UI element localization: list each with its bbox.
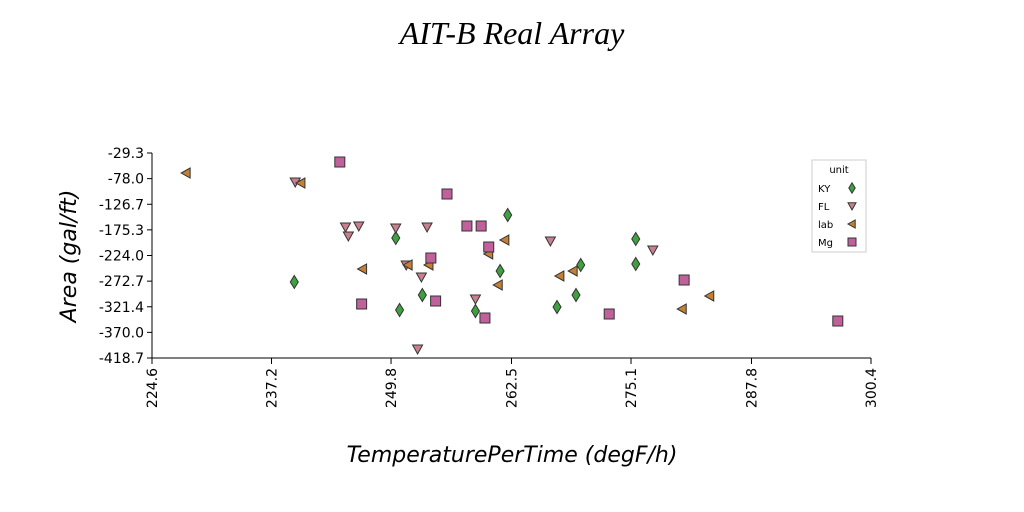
point — [631, 256, 641, 272]
point — [576, 257, 586, 273]
point — [289, 274, 299, 290]
point — [415, 272, 428, 284]
point — [832, 315, 844, 327]
chart-title: AIT-B Real Array — [398, 15, 625, 51]
legend-title: unit — [829, 165, 848, 176]
point — [356, 298, 368, 310]
point — [411, 344, 424, 356]
x-tick-label: 275.1 — [624, 368, 640, 408]
point — [646, 245, 659, 257]
point — [676, 303, 687, 315]
y-tick-label: -418.7 — [99, 351, 144, 367]
point — [552, 299, 562, 315]
point — [402, 259, 413, 271]
y-tick-label: -272.7 — [99, 274, 144, 290]
point — [703, 290, 715, 302]
point — [492, 279, 503, 291]
point — [334, 156, 346, 168]
legend-label: lab — [818, 220, 833, 231]
point — [479, 312, 491, 324]
point — [352, 221, 365, 233]
legend-marker — [847, 202, 857, 212]
point — [567, 265, 578, 277]
point — [498, 234, 510, 246]
legend-box — [811, 159, 867, 253]
x-tick-label: 224.6 — [145, 368, 161, 408]
x-tick-label: 300.4 — [864, 368, 880, 408]
point — [544, 236, 557, 247]
point — [678, 274, 690, 286]
point — [421, 222, 433, 233]
legend-marker — [847, 237, 857, 247]
point — [475, 220, 487, 232]
point — [339, 222, 352, 233]
x-tick-label: 262.5 — [505, 368, 521, 408]
point — [294, 177, 306, 189]
x-tick-label: 237.2 — [265, 368, 281, 408]
y-tick-label: -78.0 — [108, 172, 144, 188]
y-tick-label: -370.0 — [99, 325, 144, 341]
y-tick-label: -224.0 — [99, 249, 144, 265]
point — [553, 270, 565, 282]
point — [461, 220, 473, 232]
legend-label: FL — [818, 202, 830, 213]
point — [180, 167, 191, 179]
legend-marker — [846, 219, 856, 229]
point — [389, 223, 402, 235]
point — [469, 294, 482, 306]
legend-label: Mg — [818, 238, 833, 249]
point — [441, 188, 453, 200]
y-tick-label: -175.3 — [99, 223, 144, 239]
legend-label: KY — [818, 184, 831, 195]
point — [430, 295, 442, 307]
legend-marker — [848, 181, 856, 195]
x-tick-label: 249.8 — [384, 368, 400, 408]
x-tick-label: 287.8 — [744, 368, 760, 408]
y-axis-label: Area (gal/ft) — [57, 190, 82, 325]
point — [391, 230, 401, 246]
point — [394, 302, 405, 318]
y-tick-label: -126.7 — [99, 197, 144, 213]
y-tick-label: -321.4 — [99, 300, 144, 316]
point — [495, 263, 505, 279]
point — [631, 231, 641, 247]
x-axis-label: TemperaturePerTime (degF/h) — [347, 443, 678, 468]
point — [342, 231, 355, 242]
point — [603, 308, 615, 320]
point — [571, 287, 581, 303]
point — [483, 241, 495, 253]
y-tick-label: -29.3 — [108, 146, 144, 162]
point — [417, 287, 427, 303]
point — [470, 303, 481, 319]
point — [503, 207, 513, 223]
point — [425, 252, 437, 264]
point — [356, 263, 368, 275]
